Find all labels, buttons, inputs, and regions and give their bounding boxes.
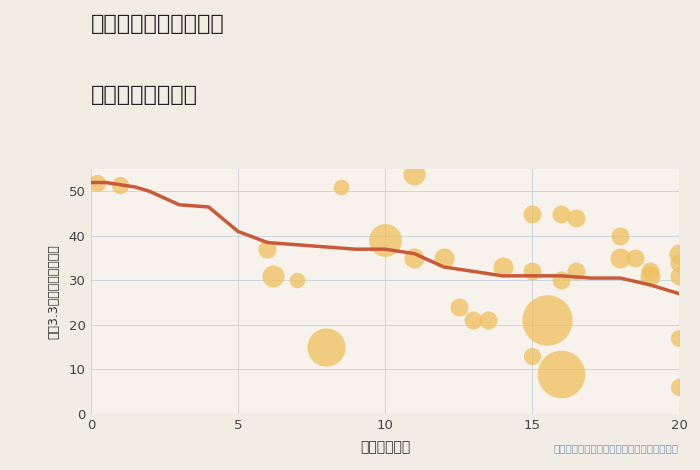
Point	[526, 352, 538, 360]
Point	[438, 254, 449, 262]
Text: 駅距離別土地価格: 駅距離別土地価格	[91, 85, 198, 105]
Point	[291, 276, 302, 284]
Point	[453, 303, 464, 311]
Point	[526, 210, 538, 218]
Y-axis label: 坪（3.3㎡）単価（万円）: 坪（3.3㎡）単価（万円）	[47, 244, 60, 339]
Point	[673, 259, 685, 266]
X-axis label: 駅距離（分）: 駅距離（分）	[360, 440, 410, 454]
Point	[629, 254, 641, 262]
Point	[115, 181, 126, 188]
Text: 奈良県奈良市藺生町の: 奈良県奈良市藺生町の	[91, 14, 225, 34]
Point	[262, 245, 273, 253]
Point	[673, 272, 685, 280]
Point	[267, 272, 279, 280]
Point	[556, 210, 567, 218]
Point	[482, 316, 493, 324]
Point	[644, 272, 655, 280]
Point	[468, 316, 479, 324]
Point	[409, 254, 420, 262]
Point	[615, 232, 626, 240]
Point	[615, 254, 626, 262]
Point	[673, 383, 685, 391]
Point	[497, 263, 508, 271]
Point	[91, 179, 102, 186]
Point	[644, 267, 655, 275]
Point	[541, 316, 552, 324]
Point	[556, 370, 567, 377]
Text: 円の大きさは、取引のあった物件面積を示す: 円の大きさは、取引のあった物件面積を示す	[554, 444, 679, 454]
Point	[556, 276, 567, 284]
Point	[379, 236, 391, 244]
Point	[673, 334, 685, 342]
Point	[673, 250, 685, 258]
Point	[409, 170, 420, 177]
Point	[570, 267, 582, 275]
Point	[321, 343, 332, 351]
Point	[570, 214, 582, 222]
Point	[526, 267, 538, 275]
Point	[335, 183, 346, 191]
